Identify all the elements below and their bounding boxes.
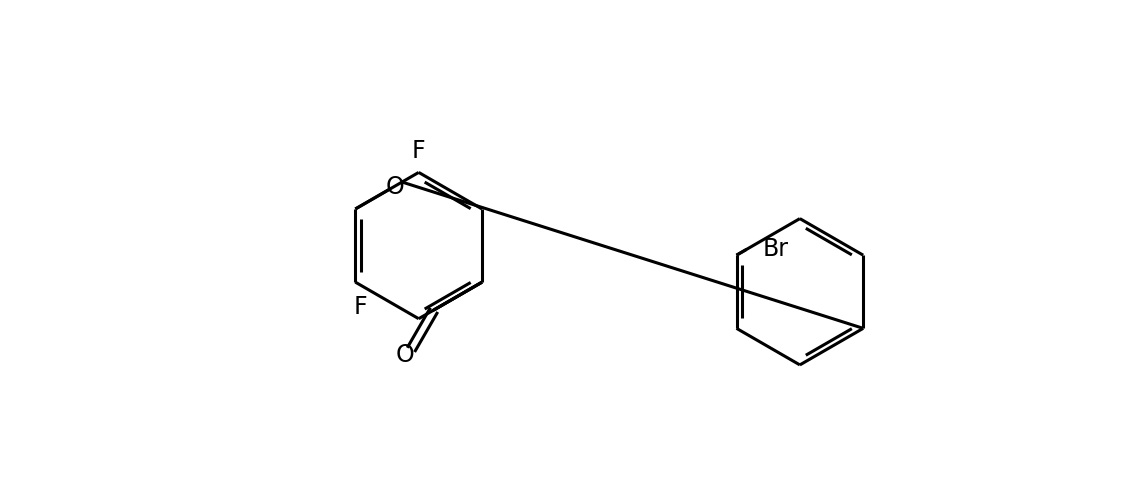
Text: F: F: [412, 138, 425, 163]
Text: O: O: [386, 175, 405, 199]
Text: O: O: [396, 343, 414, 367]
Text: Br: Br: [763, 237, 789, 261]
Text: F: F: [353, 295, 367, 319]
